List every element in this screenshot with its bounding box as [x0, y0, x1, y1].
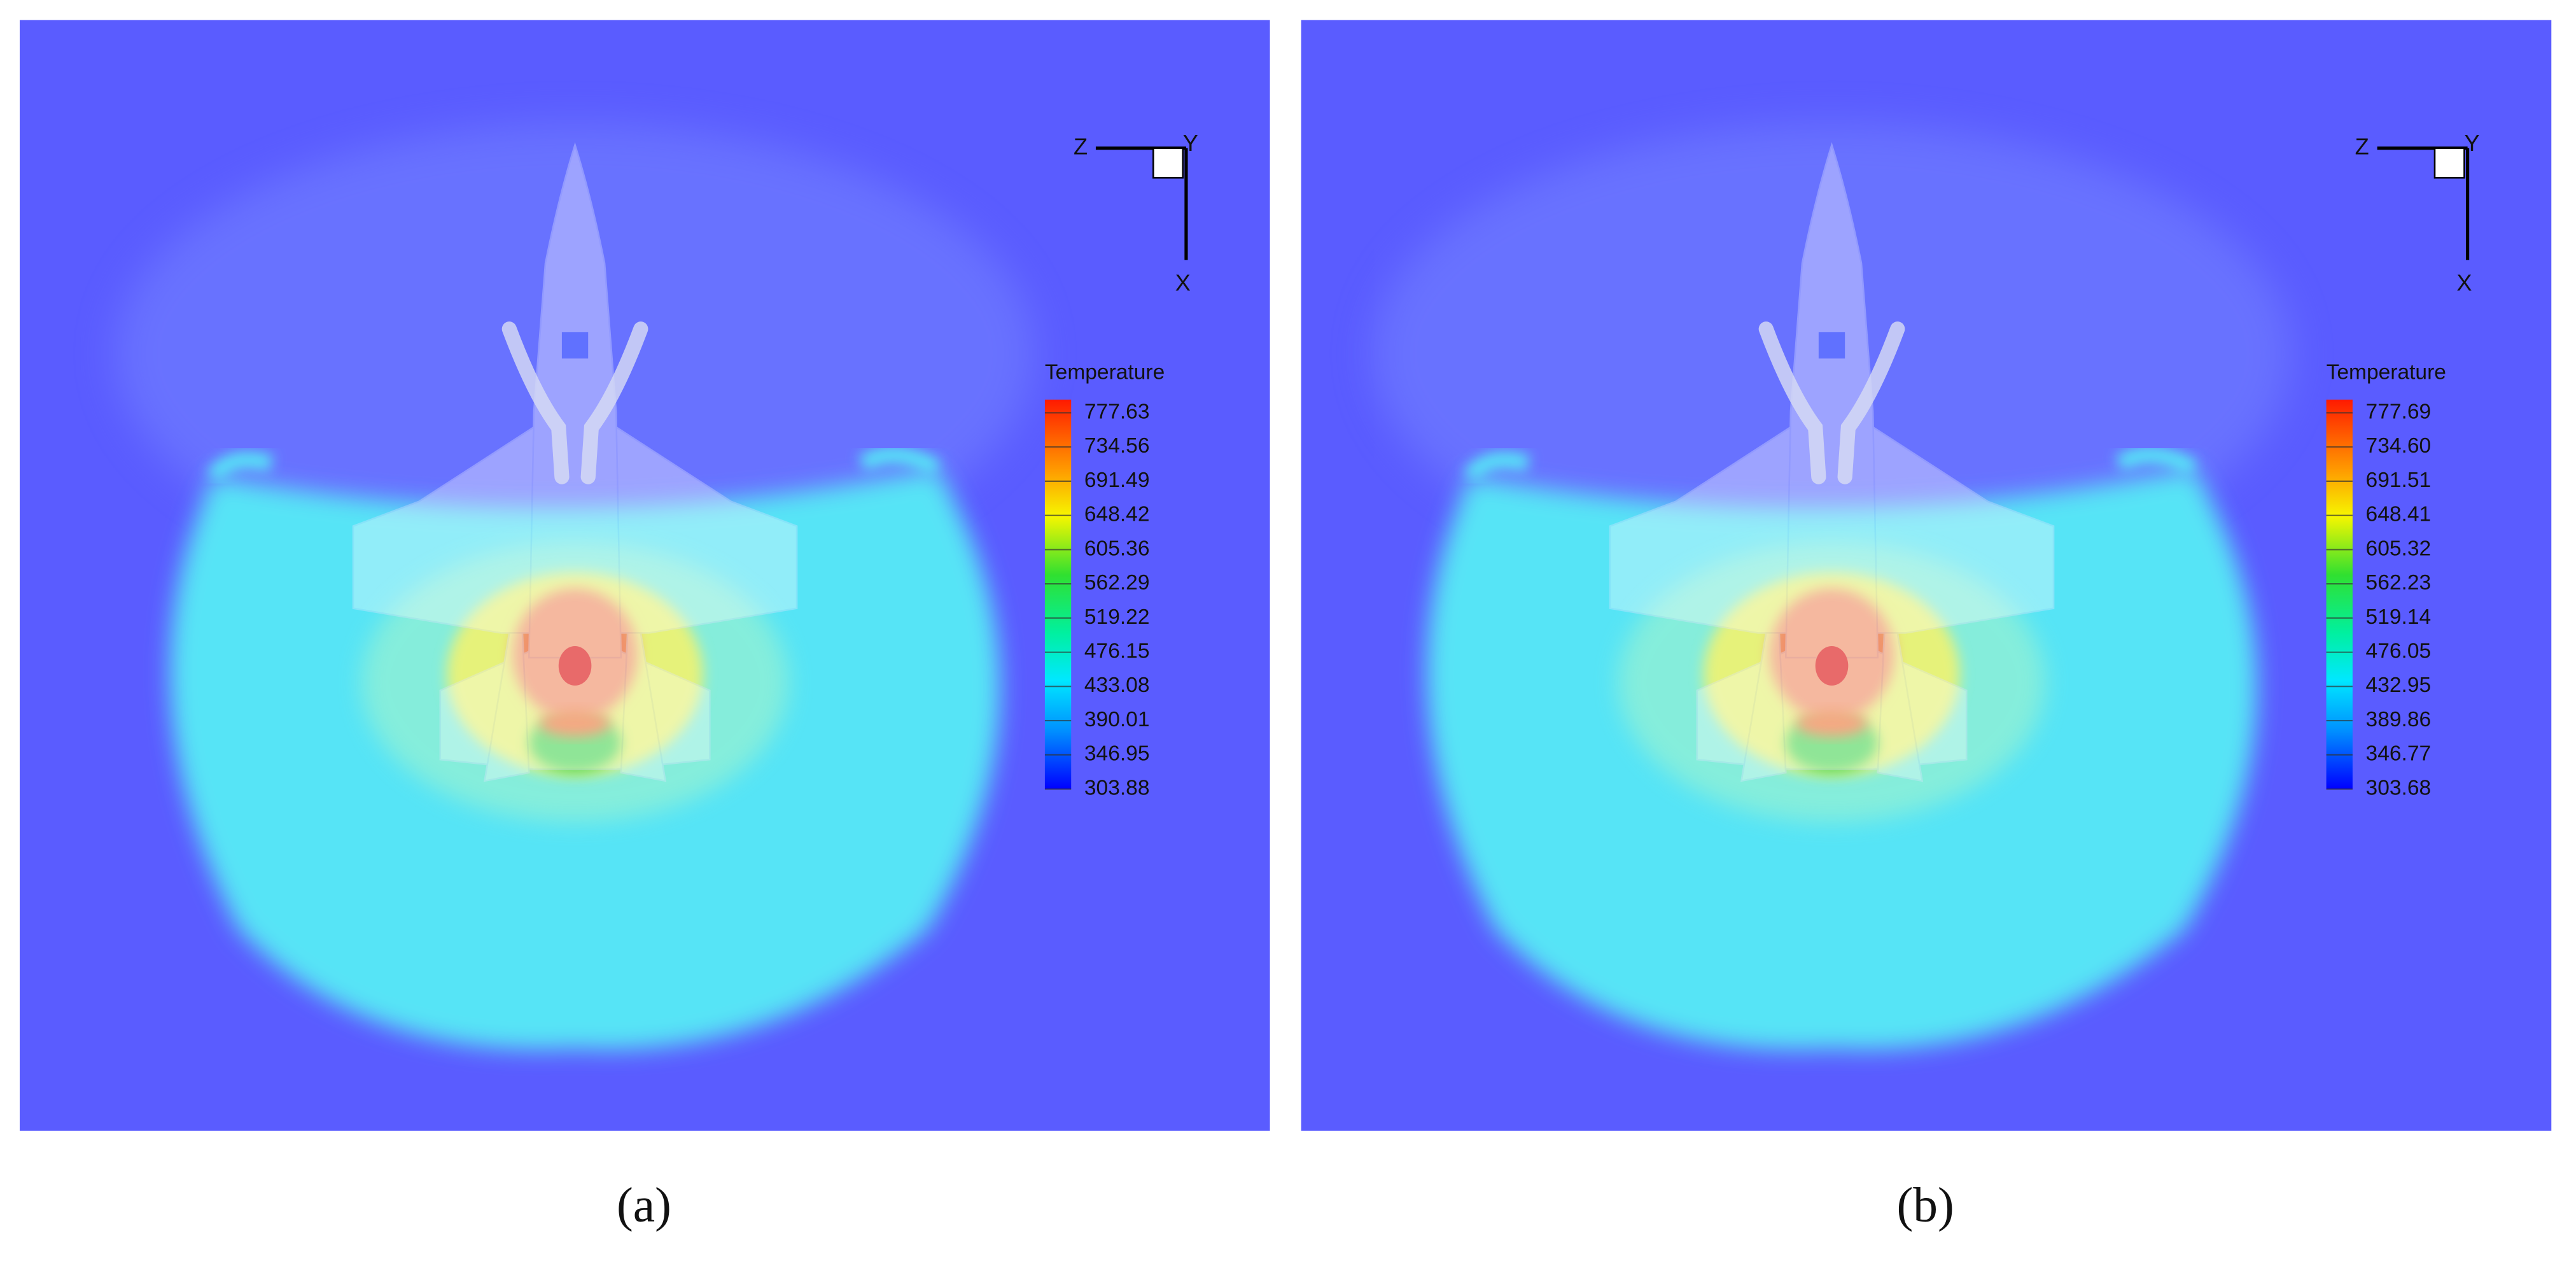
axis-box [2433, 147, 2465, 179]
contour-field [115, 123, 1035, 1050]
caption: (b) [1897, 1177, 1954, 1232]
axis-label-z: Z [2355, 133, 2369, 159]
axis-box [1152, 147, 1184, 179]
panels: Z Y X Temperature 777.63 734.56 691.49 648.42 60… [19, 20, 2552, 1232]
legend-level: 389.86 [2366, 708, 2432, 731]
axis-label-y: Y [2464, 130, 2479, 156]
legend-level: 605.36 [1084, 537, 1150, 560]
temperature-field [115, 123, 1035, 1050]
contour-field [1372, 123, 2292, 1050]
legend-level: 648.41 [2366, 503, 2432, 526]
legend-level: 346.95 [1084, 742, 1150, 766]
caption: (a) [617, 1177, 671, 1232]
legend-level: 346.77 [2366, 742, 2432, 766]
legend-level: 519.14 [2366, 605, 2432, 629]
legend-title: Temperature [2327, 360, 2446, 384]
legend-level: 562.29 [1084, 571, 1150, 595]
colorbar [1044, 399, 1072, 789]
axis-label-y: Y [1183, 130, 1198, 156]
legend-level: 476.15 [1084, 640, 1150, 663]
legend-level: 562.23 [2366, 571, 2432, 595]
legend-level: 432.95 [2366, 673, 2432, 697]
legend-level: 303.88 [1084, 776, 1150, 800]
legend-level: 734.56 [1084, 434, 1150, 458]
legend-level: 390.01 [1084, 708, 1150, 731]
temperature-field [1372, 123, 2292, 1050]
panel: Z Y X Temperature 777.69 734.60 691.51 648.41 60… [1301, 20, 2552, 1232]
legend-level: 303.68 [2366, 776, 2432, 800]
legend-level: 777.69 [2366, 400, 2432, 423]
legend-level: 476.05 [2366, 640, 2432, 663]
panel: Z Y X Temperature 777.63 734.56 691.49 648.42 60… [19, 20, 1270, 1232]
axis-label-x: X [1175, 270, 1191, 296]
legend-level: 605.32 [2366, 537, 2432, 560]
legend-level: 519.22 [1084, 605, 1150, 629]
legend-level: 734.60 [2366, 434, 2432, 458]
legend-level: 433.08 [1084, 673, 1150, 697]
legend-level: 691.51 [2366, 468, 2432, 492]
legend-level: 777.63 [1084, 400, 1150, 423]
legend-level: 691.49 [1084, 468, 1150, 492]
colorbar [2326, 399, 2353, 789]
legend-title: Temperature [1045, 360, 1165, 384]
legend-level: 648.42 [1084, 503, 1150, 526]
axis-label-x: X [2456, 270, 2472, 296]
axis-label-z: Z [1074, 133, 1088, 159]
